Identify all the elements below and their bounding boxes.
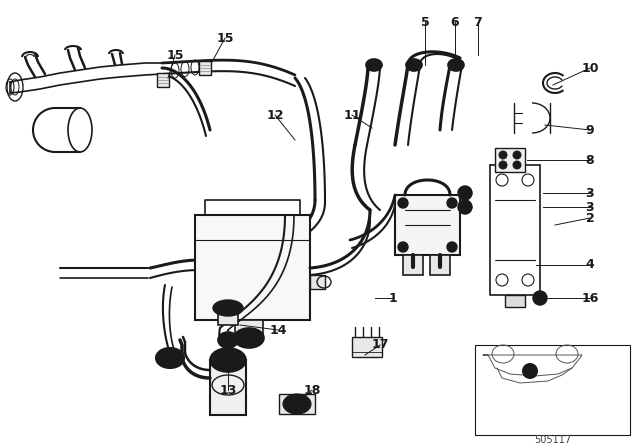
Bar	[430, 255, 450, 275]
Text: 16: 16	[581, 292, 598, 305]
Circle shape	[533, 291, 547, 305]
Circle shape	[513, 151, 521, 159]
Text: 9: 9	[586, 124, 595, 137]
Text: 2: 2	[586, 211, 595, 224]
Text: 7: 7	[474, 16, 483, 29]
Text: 1: 1	[388, 292, 397, 305]
Ellipse shape	[406, 59, 422, 71]
Text: 505117: 505117	[534, 435, 572, 445]
Ellipse shape	[213, 300, 243, 316]
Text: 5: 5	[420, 16, 429, 29]
Ellipse shape	[156, 348, 184, 368]
Circle shape	[447, 198, 457, 208]
Text: 14: 14	[269, 323, 287, 336]
Ellipse shape	[234, 328, 264, 348]
Ellipse shape	[210, 348, 246, 372]
Circle shape	[461, 190, 468, 197]
Text: 6: 6	[451, 16, 460, 29]
Text: 4: 4	[586, 258, 595, 271]
Circle shape	[513, 161, 521, 169]
Bar	[403, 255, 423, 275]
Text: 3: 3	[586, 186, 595, 199]
Circle shape	[499, 151, 507, 159]
Bar	[195, 215, 310, 320]
Text: 18: 18	[303, 383, 321, 396]
Text: 11: 11	[343, 108, 361, 121]
Bar	[218, 310, 238, 325]
Ellipse shape	[448, 59, 464, 71]
Bar	[310, 275, 325, 289]
Bar	[235, 320, 263, 338]
Ellipse shape	[283, 394, 311, 414]
Circle shape	[398, 198, 408, 208]
Bar	[210, 360, 246, 415]
Text: 17: 17	[371, 339, 388, 352]
Bar	[475, 345, 630, 435]
Circle shape	[447, 242, 457, 252]
Bar	[352, 337, 382, 357]
Circle shape	[522, 363, 538, 379]
Ellipse shape	[218, 332, 238, 348]
Text: 15: 15	[216, 31, 234, 44]
Bar	[505, 295, 525, 307]
Circle shape	[458, 200, 472, 214]
Text: 3: 3	[586, 201, 595, 214]
Text: 15: 15	[166, 48, 184, 61]
Bar	[395, 195, 460, 255]
Circle shape	[458, 186, 472, 200]
Circle shape	[398, 242, 408, 252]
Circle shape	[536, 294, 543, 302]
Circle shape	[499, 161, 507, 169]
Ellipse shape	[366, 59, 382, 71]
Text: 12: 12	[266, 108, 284, 121]
Bar	[495, 148, 525, 172]
Text: 10: 10	[581, 61, 599, 74]
Bar	[199, 61, 211, 75]
Text: 13: 13	[220, 383, 237, 396]
Bar	[157, 73, 169, 87]
Circle shape	[461, 203, 468, 211]
Text: 8: 8	[586, 154, 595, 167]
Ellipse shape	[289, 398, 305, 410]
Bar	[279, 394, 315, 414]
